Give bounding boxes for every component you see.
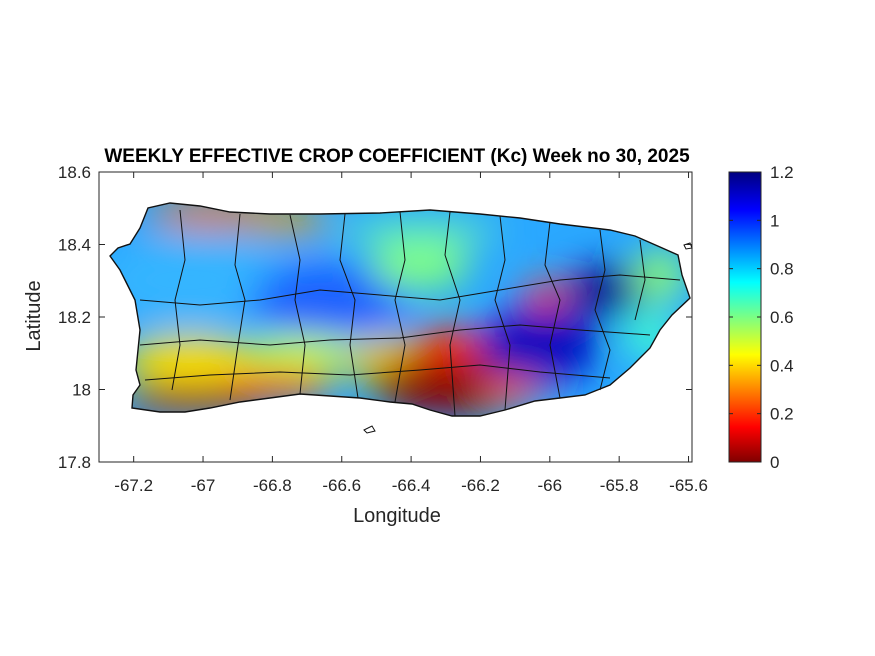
x-tick-label: -67 xyxy=(191,476,216,495)
colorbar-tick-label: 0.2 xyxy=(770,405,794,424)
x-axis-label: Longitude xyxy=(353,505,441,527)
x-tick-label: -66.8 xyxy=(253,476,292,495)
colorbar xyxy=(728,171,762,463)
y-tick-label: 18 xyxy=(72,381,91,400)
y-tick-label: 18.2 xyxy=(58,308,91,327)
x-tick-label: -66.2 xyxy=(461,476,500,495)
islet xyxy=(683,242,693,250)
colorbar-ticks: 0 0.2 0.4 0.6 0.8 1 1.2 xyxy=(729,163,794,472)
x-tick-label: -65.8 xyxy=(600,476,639,495)
x-tick-label: -67.2 xyxy=(114,476,153,495)
islet xyxy=(363,425,376,434)
y-tick-label: 17.8 xyxy=(58,453,91,472)
colorbar-tick-label: 0.8 xyxy=(770,260,794,279)
y-axis-label: Latitude xyxy=(23,280,45,351)
y-axis-ticks: 17.8 18 18.2 18.4 18.6 xyxy=(58,163,692,472)
x-tick-label: -65.6 xyxy=(669,476,708,495)
x-tick-label: -66 xyxy=(538,476,563,495)
colorbar-tick-label: 0.4 xyxy=(770,356,794,375)
municipality-boundaries xyxy=(109,202,691,417)
x-tick-label: -66.4 xyxy=(392,476,431,495)
x-axis-ticks: -67.2 -67 -66.8 -66.6 -66.4 -66.2 -66 -65.8 -65.… xyxy=(114,172,708,495)
y-tick-label: 18.4 xyxy=(58,236,91,255)
colorbar-tick-label: 1.2 xyxy=(770,163,794,182)
colorbar-tick-label: 0.6 xyxy=(770,308,794,327)
colorbar-tick-label: 0 xyxy=(770,453,779,472)
heat-field xyxy=(110,203,690,416)
colorbar-tick-label: 1 xyxy=(770,211,779,230)
y-tick-label: 18.6 xyxy=(58,163,91,182)
x-tick-label: -66.6 xyxy=(322,476,361,495)
chart-title: WEEKLY EFFECTIVE CROP COEFFICIENT (Kc) W… xyxy=(104,146,690,167)
